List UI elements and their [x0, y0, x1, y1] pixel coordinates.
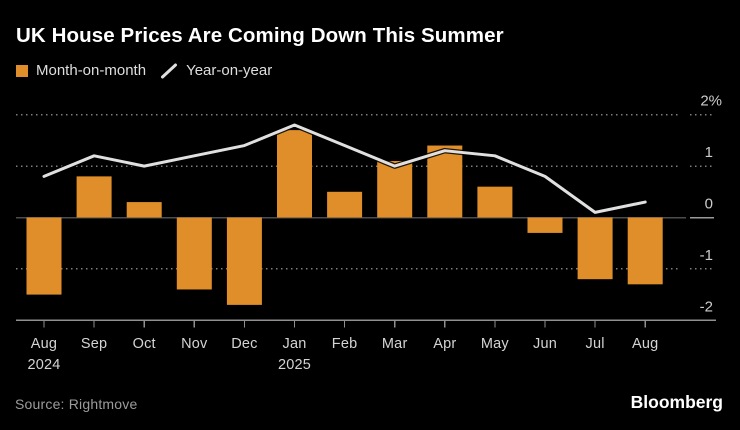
legend-label-month-on-month: Month-on-month	[36, 62, 147, 79]
bar-jun-10	[527, 217, 563, 233]
chart-legend: Month-on-month Year-on-year	[16, 62, 272, 79]
line-series-slash-icon	[161, 63, 178, 78]
source-note: Source: Rightmove	[15, 396, 138, 412]
x-axis-label-dec-4: Dec	[231, 336, 257, 352]
bar-sep-1	[76, 176, 112, 218]
y-axis-label: -2	[700, 298, 713, 315]
bloomberg-logo: Bloomberg	[630, 392, 723, 412]
x-axis-label-mar-7: Mar	[382, 336, 408, 352]
bar-oct-2	[126, 202, 162, 218]
x-axis-label-oct-2: Oct	[133, 336, 156, 352]
y-axis-label: 2%	[700, 93, 722, 110]
y-axis-label: 1	[705, 144, 713, 161]
bar-feb-6	[327, 191, 363, 218]
bar-aug-12	[627, 217, 663, 285]
y-axis-label: 0	[705, 196, 713, 213]
bar-jul-11	[577, 217, 613, 280]
bar-aug-0	[26, 217, 62, 295]
x-axis-label-may-9: May	[481, 336, 510, 352]
chart-title: UK House Prices Are Coming Down This Sum…	[16, 24, 504, 47]
bar-dec-4	[226, 217, 262, 305]
x-axis-year-label: 2025	[278, 357, 311, 373]
chart-footer: Source: Rightmove Bloomberg	[0, 390, 740, 420]
bar-may-9	[477, 186, 513, 218]
yoy-line	[42, 123, 647, 214]
bar-apr-8	[427, 145, 463, 218]
bar-nov-3	[176, 217, 212, 290]
x-axis-label-sep-1: Sep	[81, 336, 107, 352]
x-axis-year-label: 2024	[27, 357, 60, 373]
legend-label-year-on-year: Year-on-year	[186, 62, 273, 79]
legend-item-year-on-year: Year-on-year	[160, 62, 272, 79]
x-axis-label-feb-6: Feb	[332, 336, 358, 352]
x-axis-label-nov-3: Nov	[181, 336, 208, 352]
bar-jan-5	[277, 130, 312, 218]
x-axis-label-jan-5: Jan	[283, 336, 307, 352]
chart-plot-area: 2% 1 0 -1 -2 Aug Sep Oct Nov Dec Jan Feb Mar Apr May Ju…	[16, 93, 722, 373]
bar-series-square-icon	[16, 64, 28, 77]
bar-mar-7	[377, 160, 413, 218]
legend-item-month-on-month: Month-on-month	[16, 62, 146, 79]
y-axis-label: -1	[700, 247, 713, 264]
x-axis-label-aug-12: Aug	[632, 336, 658, 352]
x-axis-label-apr-8: Apr	[433, 336, 456, 352]
x-axis-label-jul-11: Jul	[586, 336, 605, 352]
x-axis-label-aug-0: Aug	[31, 336, 57, 352]
x-axis-label-jun-10: Jun	[533, 336, 557, 352]
